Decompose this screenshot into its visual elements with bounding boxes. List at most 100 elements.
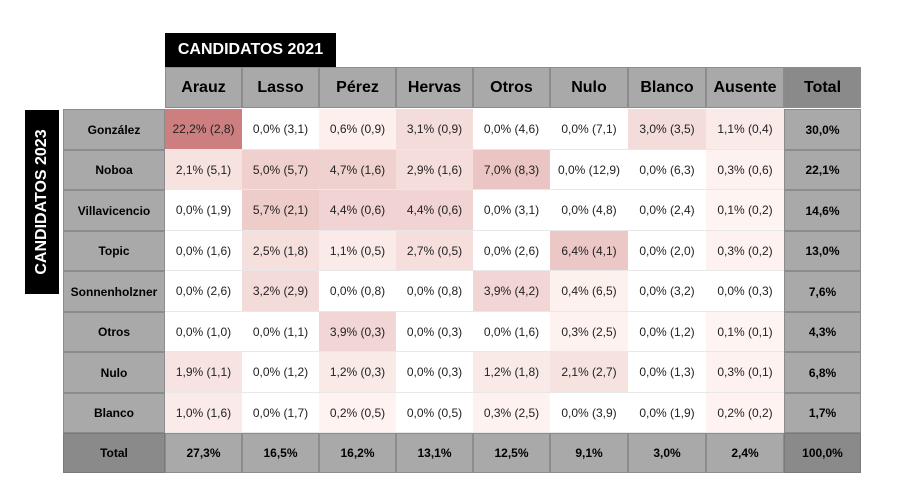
row-total-6: 6,8% <box>784 352 861 393</box>
col-header-5: Nulo <box>550 67 628 108</box>
heat-cell: 2,1% (5,1) <box>165 150 242 190</box>
heat-cell: 22,2% (2,8) <box>165 109 242 150</box>
heat-cell: 0,0% (2,4) <box>628 190 706 231</box>
col-header-total: Total <box>784 67 861 108</box>
col-header-1: Lasso <box>242 67 319 108</box>
heat-cell: 0,0% (12,9) <box>550 150 628 190</box>
heat-cell: 0,0% (1,3) <box>628 352 706 393</box>
heat-cell: 0,0% (2,6) <box>165 271 242 312</box>
heat-cell: 4,4% (0,6) <box>319 190 396 231</box>
heat-cell: 1,0% (1,6) <box>165 393 242 433</box>
heat-cell: 0,3% (0,1) <box>706 352 784 393</box>
row-header-0: González <box>63 109 165 150</box>
heat-cell: 1,2% (0,3) <box>319 352 396 393</box>
heat-cell: 3,0% (3,5) <box>628 109 706 150</box>
heat-cell: 0,0% (0,8) <box>319 271 396 312</box>
heat-cell: 3,2% (2,9) <box>242 271 319 312</box>
row-header-7: Blanco <box>63 393 165 433</box>
heat-cell: 0,0% (1,0) <box>165 312 242 352</box>
col-header-4: Otros <box>473 67 550 108</box>
heat-cell: 0,0% (1,2) <box>242 352 319 393</box>
heat-cell: 0,0% (1,9) <box>165 190 242 231</box>
row-header-2: Villavicencio <box>63 190 165 231</box>
rows-title: CANDIDATOS 2023 <box>25 110 59 294</box>
row-total-4: 7,6% <box>784 271 861 312</box>
heat-cell: 0,0% (0,8) <box>396 271 473 312</box>
heat-cell: 2,7% (0,5) <box>396 231 473 271</box>
heat-cell: 1,1% (0,5) <box>319 231 396 271</box>
row-header-1: Noboa <box>63 150 165 190</box>
col-total-5: 9,1% <box>550 433 628 473</box>
heat-cell: 0,0% (0,3) <box>706 271 784 312</box>
col-header-7: Ausente <box>706 67 784 108</box>
col-total-3: 13,1% <box>396 433 473 473</box>
heat-cell: 2,1% (2,7) <box>550 352 628 393</box>
col-header-2: Pérez <box>319 67 396 108</box>
heat-cell: 6,4% (4,1) <box>550 231 628 271</box>
heat-cell: 0,0% (4,6) <box>473 109 550 150</box>
heat-cell: 0,3% (2,5) <box>473 393 550 433</box>
heat-cell: 0,0% (3,1) <box>242 109 319 150</box>
total-row-header: Total <box>63 433 165 473</box>
heat-cell: 0,2% (0,5) <box>319 393 396 433</box>
row-header-5: Otros <box>63 312 165 352</box>
heat-cell: 0,0% (0,3) <box>396 352 473 393</box>
col-header-6: Blanco <box>628 67 706 108</box>
col-total-2: 16,2% <box>319 433 396 473</box>
col-header-0: Arauz <box>165 67 242 108</box>
heat-cell: 0,0% (0,3) <box>396 312 473 352</box>
heat-cell: 3,9% (4,2) <box>473 271 550 312</box>
row-total-5: 4,3% <box>784 312 861 352</box>
heat-cell: 1,9% (1,1) <box>165 352 242 393</box>
grand-total: 100,0% <box>784 433 861 473</box>
row-total-1: 22,1% <box>784 150 861 190</box>
heat-cell: 7,0% (8,3) <box>473 150 550 190</box>
row-header-3: Topic <box>63 231 165 271</box>
heat-cell: 0,0% (6,3) <box>628 150 706 190</box>
col-total-7: 2,4% <box>706 433 784 473</box>
heat-cell: 0,0% (4,8) <box>550 190 628 231</box>
heat-cell: 1,2% (1,8) <box>473 352 550 393</box>
heat-cell: 2,5% (1,8) <box>242 231 319 271</box>
row-total-7: 1,7% <box>784 393 861 433</box>
col-total-1: 16,5% <box>242 433 319 473</box>
heat-cell: 0,0% (2,0) <box>628 231 706 271</box>
heat-cell: 0,0% (3,1) <box>473 190 550 231</box>
row-total-2: 14,6% <box>784 190 861 231</box>
heat-cell: 0,3% (2,5) <box>550 312 628 352</box>
heat-cell: 0,0% (2,6) <box>473 231 550 271</box>
heat-cell: 3,9% (0,3) <box>319 312 396 352</box>
heat-cell: 0,1% (0,2) <box>706 190 784 231</box>
heat-cell: 0,0% (0,5) <box>396 393 473 433</box>
heat-cell: 0,0% (1,6) <box>473 312 550 352</box>
heat-cell: 0,0% (1,1) <box>242 312 319 352</box>
heat-cell: 0,2% (0,2) <box>706 393 784 433</box>
heat-cell: 0,6% (0,9) <box>319 109 396 150</box>
heat-cell: 4,4% (0,6) <box>396 190 473 231</box>
heat-cell: 0,0% (7,1) <box>550 109 628 150</box>
heat-cell: 5,0% (5,7) <box>242 150 319 190</box>
heat-cell: 0,3% (0,2) <box>706 231 784 271</box>
columns-title: CANDIDATOS 2021 <box>165 33 336 67</box>
heat-cell: 3,1% (0,9) <box>396 109 473 150</box>
heat-cell: 5,7% (2,1) <box>242 190 319 231</box>
row-total-3: 13,0% <box>784 231 861 271</box>
heat-cell: 0,3% (0,6) <box>706 150 784 190</box>
heat-cell: 4,7% (1,6) <box>319 150 396 190</box>
heat-cell: 1,1% (0,4) <box>706 109 784 150</box>
heat-cell: 0,0% (1,9) <box>628 393 706 433</box>
heat-cell: 0,0% (3,2) <box>628 271 706 312</box>
row-header-6: Nulo <box>63 352 165 393</box>
heat-cell: 0,0% (1,2) <box>628 312 706 352</box>
col-total-4: 12,5% <box>473 433 550 473</box>
heat-cell: 0,0% (3,9) <box>550 393 628 433</box>
col-total-0: 27,3% <box>165 433 242 473</box>
row-header-4: Sonnenholzner <box>63 271 165 312</box>
heat-cell: 2,9% (1,6) <box>396 150 473 190</box>
col-header-3: Hervas <box>396 67 473 108</box>
col-total-6: 3,0% <box>628 433 706 473</box>
heat-cell: 0,1% (0,1) <box>706 312 784 352</box>
heat-cell: 0,0% (1,7) <box>242 393 319 433</box>
row-total-0: 30,0% <box>784 109 861 150</box>
